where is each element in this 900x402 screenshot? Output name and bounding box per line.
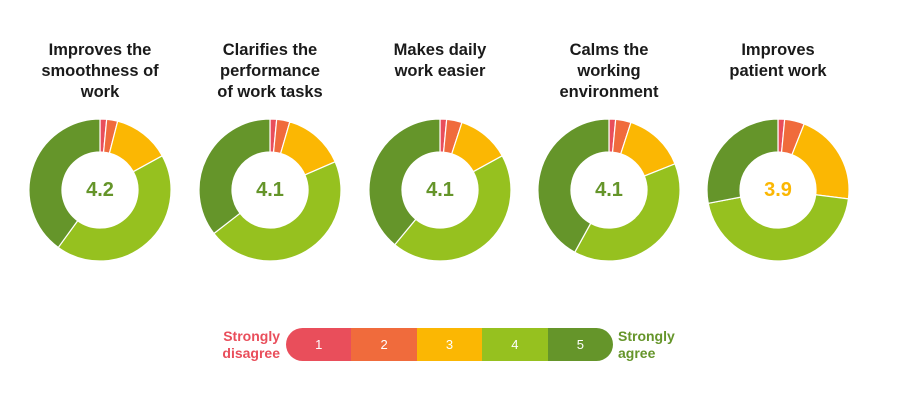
average-score: 4.1 — [426, 178, 454, 201]
chart-smoothness: Improves the smoothness of work 4.2 — [10, 0, 190, 270]
chart-patient-work: Improves patient work 3.9 — [688, 0, 868, 270]
chart-title: Improves patient work — [729, 41, 827, 80]
donut-slice-5 — [368, 118, 441, 246]
donut — [537, 118, 681, 262]
legend-label-strongly-disagree: Strongly disagree — [222, 328, 280, 361]
chart-title: Improves the smoothness of work — [41, 41, 159, 101]
legend-level-5: 5 — [547, 328, 613, 361]
legend-label-strongly-agree: Strongly agree — [618, 328, 675, 361]
donut-slice-4 — [57, 154, 172, 262]
legend: Strongly disagree 1 2 3 4 5 Strongly agr… — [0, 322, 900, 366]
legend-scale-bar: 1 2 3 4 5 — [286, 328, 613, 361]
legend-level-2: 2 — [351, 328, 417, 361]
chart-daily-work: Makes daily work easier 4.1 — [350, 0, 530, 270]
chart-clarifies: Clarifies the performance of work tasks … — [180, 0, 360, 270]
donut — [198, 118, 342, 262]
donut — [28, 118, 172, 262]
chart-title: Calms the working environment — [559, 41, 659, 101]
legend-level-4: 4 — [482, 328, 548, 361]
chart-title: Makes daily work easier — [393, 41, 487, 80]
donut-slice-5 — [706, 118, 779, 205]
legend-level-1: 1 — [286, 328, 352, 361]
donut-slice-5 — [537, 118, 610, 254]
donut-slice-4 — [213, 161, 342, 262]
donut-slice-5 — [198, 118, 271, 235]
legend-level-3: 3 — [416, 328, 483, 361]
donut-slice-4 — [393, 154, 512, 262]
donut — [706, 118, 850, 262]
average-score: 3.9 — [764, 178, 792, 201]
donut-slice-5 — [28, 118, 101, 249]
chart-title: Clarifies the performance of work tasks — [217, 41, 323, 101]
average-score: 4.1 — [256, 178, 284, 201]
chart-calms: Calms the working environment 4.1 — [519, 0, 699, 270]
average-score: 4.1 — [595, 178, 623, 201]
average-score: 4.2 — [86, 178, 114, 201]
donut — [368, 118, 512, 262]
donut-slice-4 — [573, 163, 681, 262]
donut-slice-4 — [707, 194, 850, 262]
